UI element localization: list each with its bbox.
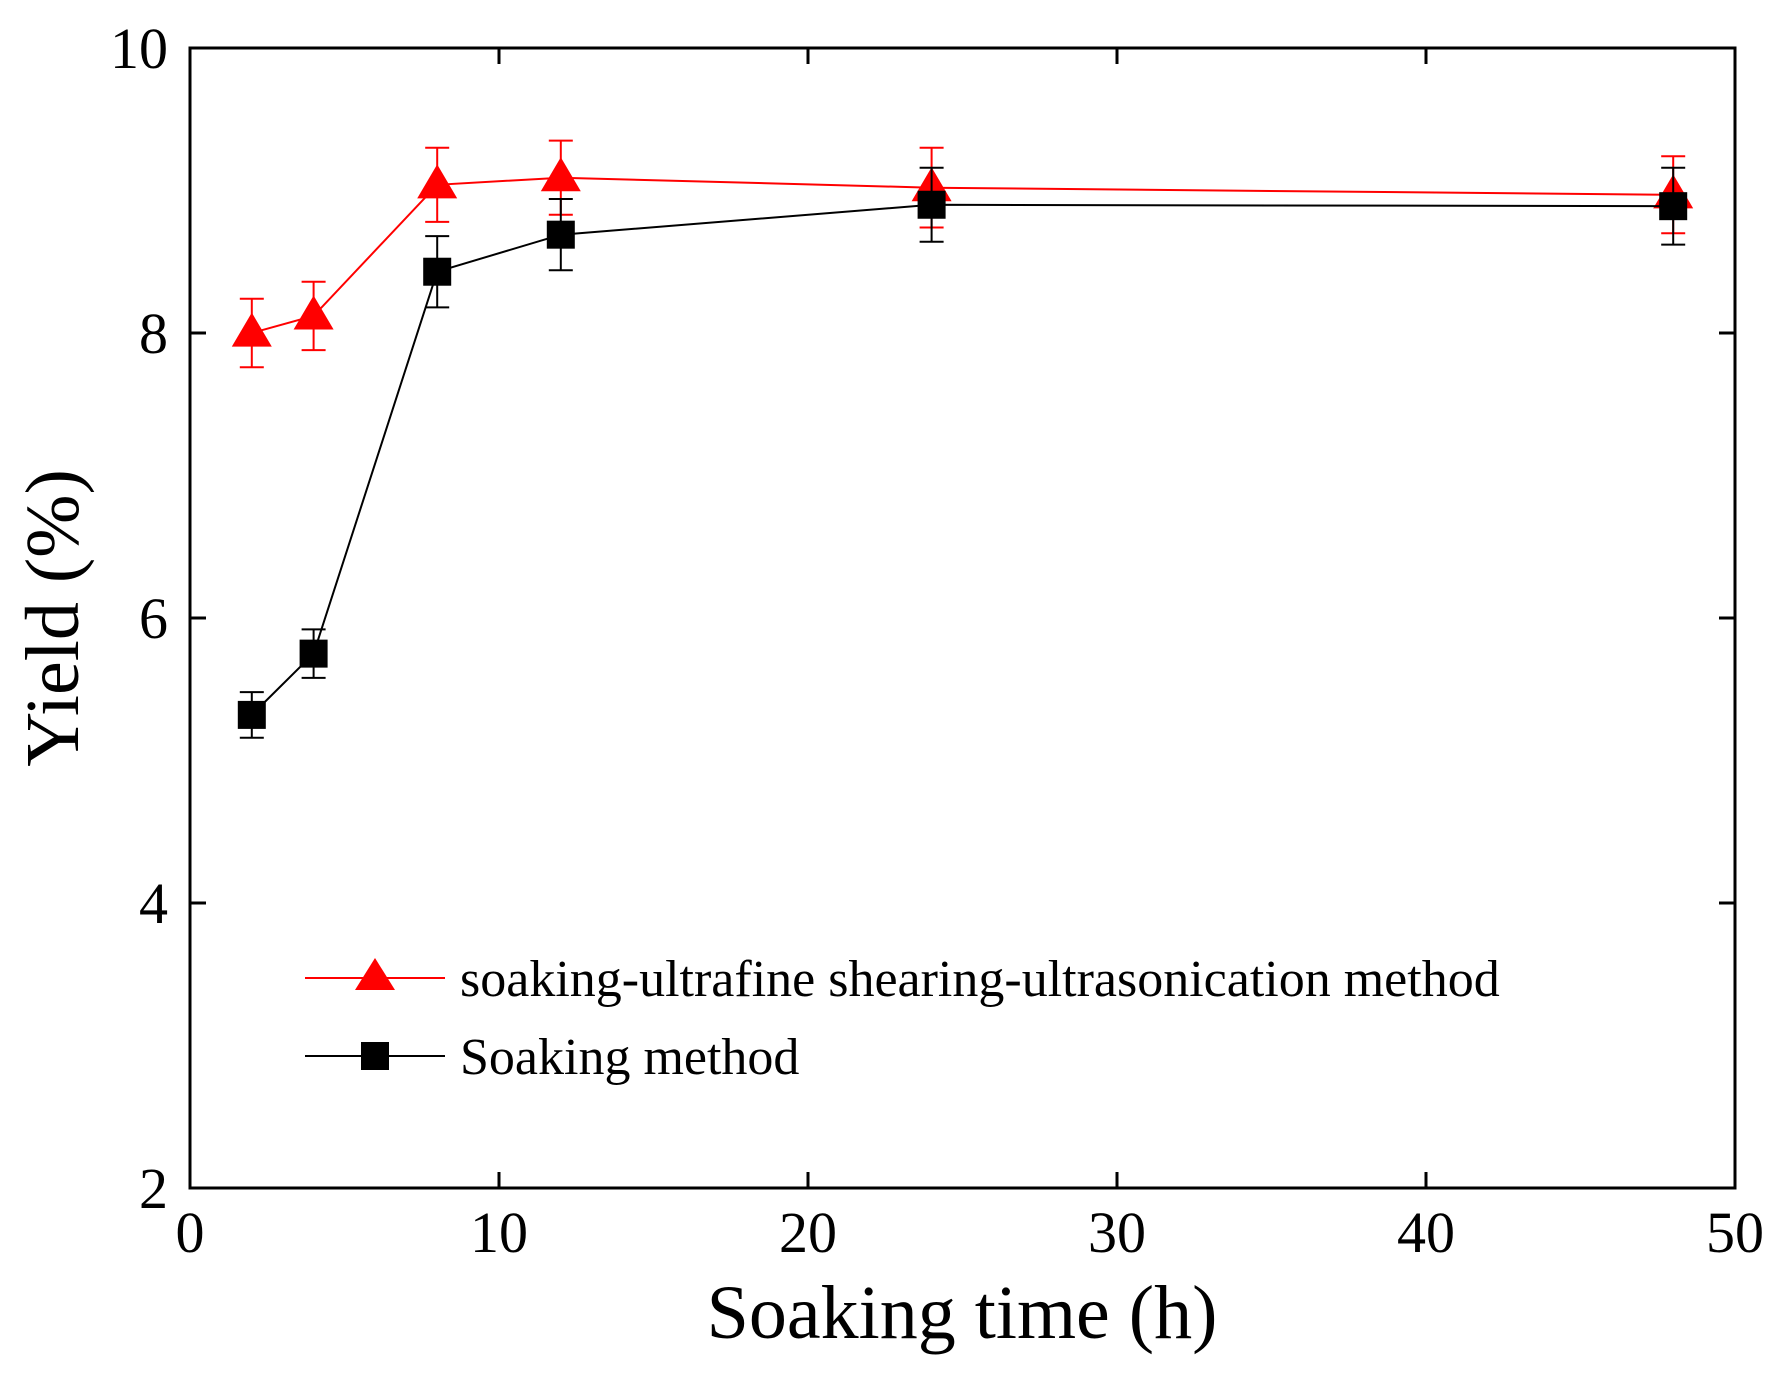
series-line <box>251 203 1674 716</box>
data-point <box>293 295 334 330</box>
y-axis: 2 4 6 8 10 <box>110 16 1735 1221</box>
data-point <box>540 157 581 192</box>
data-point <box>231 312 272 347</box>
y-tick-label: 10 <box>110 16 168 81</box>
data-point <box>417 164 458 199</box>
series-1 <box>237 166 1688 739</box>
y-tick-label: 6 <box>139 586 168 651</box>
legend-marker-1 <box>361 1042 389 1070</box>
legend-label-0: soaking-ultrafine shearing-ultrasonicati… <box>460 951 1500 1008</box>
x-tick-label: 10 <box>470 1200 528 1265</box>
data-point <box>299 639 328 668</box>
x-tick-label: 30 <box>1088 1200 1146 1265</box>
data-point <box>237 700 266 729</box>
data-point <box>917 190 946 219</box>
data-point <box>423 257 452 286</box>
series-line <box>251 176 1674 334</box>
legend-marker-0 <box>355 958 395 990</box>
y-tick-label: 4 <box>139 871 168 936</box>
x-axis: 0 10 20 30 40 50 <box>176 48 1764 1265</box>
legend-label-1: Soaking method <box>460 1029 799 1086</box>
data-point <box>1659 192 1688 221</box>
y-axis-title: Yield (%) <box>11 469 95 767</box>
y-tick-label: 8 <box>139 301 168 366</box>
series-0 <box>231 139 1694 369</box>
series-layer <box>231 139 1694 739</box>
y-tick-label: 2 <box>139 1156 168 1221</box>
x-tick-label: 0 <box>176 1200 205 1265</box>
plot-frame <box>188 46 1737 1190</box>
x-tick-label: 40 <box>1397 1200 1455 1265</box>
x-axis-title: Soaking time (h) <box>707 1271 1218 1355</box>
legend: soaking-ultrafine shearing-ultrasonicati… <box>305 951 1500 1086</box>
x-tick-label: 20 <box>779 1200 837 1265</box>
x-tick-label: 50 <box>1706 1200 1764 1265</box>
data-point <box>546 220 575 249</box>
